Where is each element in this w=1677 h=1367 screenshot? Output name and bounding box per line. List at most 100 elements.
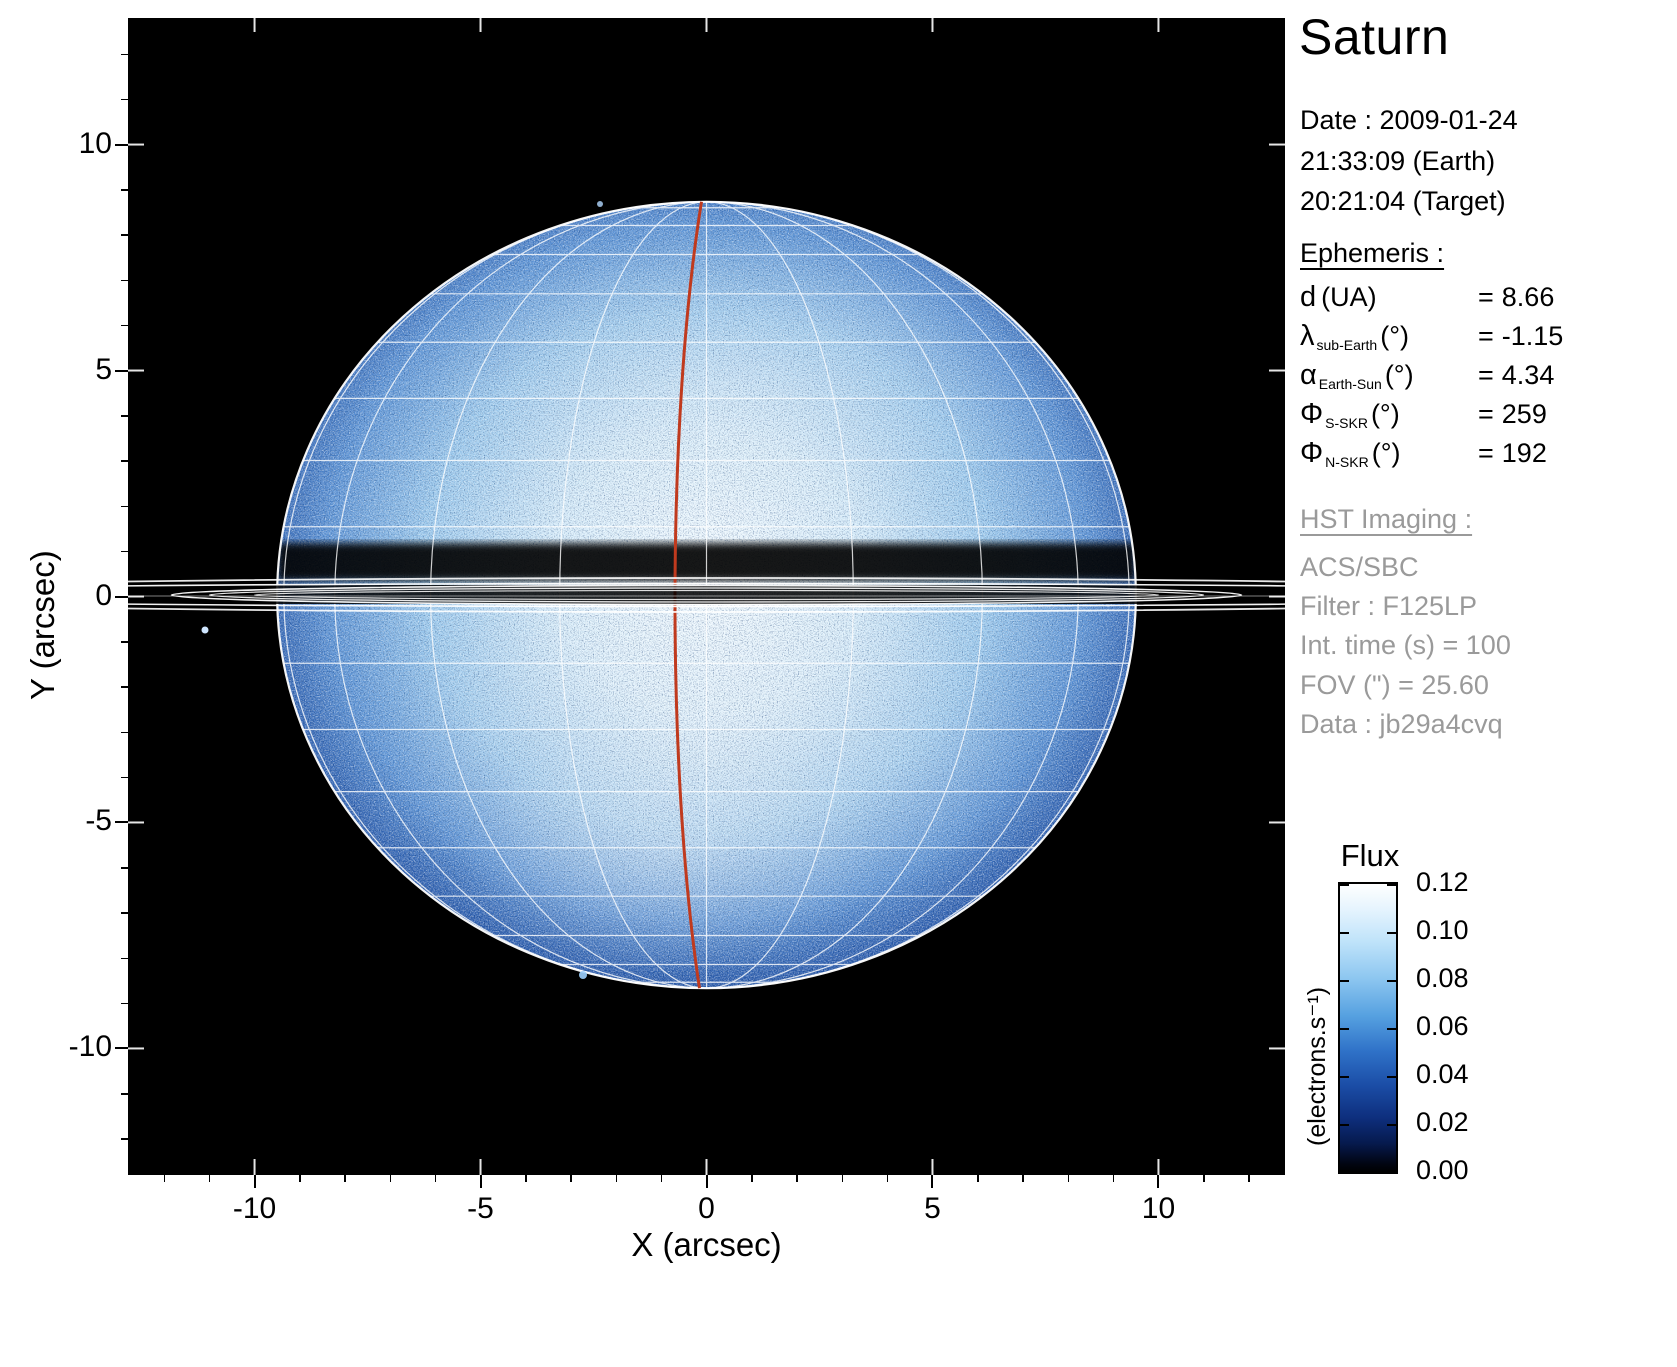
axis-tick-mark: [121, 1138, 128, 1140]
hst-line: Int. time (s) = 100: [1300, 630, 1511, 661]
x-tick-label: -5: [467, 1192, 494, 1225]
axis-tick-mark: [121, 324, 128, 327]
y-tick-label: -5: [85, 804, 112, 838]
colorbar-title: Flux: [1340, 838, 1400, 873]
axis-tick-mark: [121, 505, 128, 508]
symbol: Φ: [1300, 437, 1324, 469]
axis-tick-mark: [1203, 1175, 1205, 1182]
axis-tick-mark: [115, 369, 128, 372]
axis-tick-mark: [121, 279, 128, 282]
axis-tick-mark: [1157, 1175, 1160, 1188]
colorbar-tick-mark: [1340, 1028, 1349, 1030]
axis-tick-mark: [525, 1175, 527, 1182]
axis-tick-mark: [796, 1175, 798, 1182]
colorbar-tick-label: 0.00: [1416, 1155, 1469, 1185]
y-axis-label: Y (arcsec): [24, 550, 61, 700]
symbol: d: [1300, 281, 1317, 313]
axis-tick-mark: [570, 1175, 572, 1182]
colorbar-tick-mark: [1387, 932, 1396, 934]
x-tick-label: 5: [924, 1192, 941, 1225]
value: -1.15: [1501, 321, 1564, 351]
axis-tick-mark: [931, 1175, 934, 1188]
colorbar-tick-mark: [1340, 1076, 1349, 1078]
axis-tick-mark: [121, 415, 128, 417]
colorbar-tick-mark: [1340, 1170, 1349, 1172]
y-tick-label: 0: [95, 578, 112, 612]
axis-tick-mark: [121, 53, 128, 56]
axis-tick-mark: [163, 1175, 166, 1182]
value: 192: [1501, 438, 1547, 468]
axis-tick-mark: [253, 1175, 256, 1188]
axis-tick-mark: [299, 1175, 301, 1182]
axis-tick-mark: [121, 1093, 128, 1095]
ephemeris-row: Φ S-SKR (°) = 259: [1300, 398, 1563, 437]
axis-tick-mark: [115, 821, 128, 824]
x-tick-label: -10: [232, 1192, 277, 1225]
axis-tick-mark: [1248, 1175, 1250, 1182]
subscript: N-SKR: [1325, 454, 1369, 470]
symbol: λ: [1300, 320, 1315, 352]
axis-tick-mark: [389, 1175, 392, 1182]
value: 8.66: [1501, 282, 1555, 312]
axis-tick-mark: [208, 1175, 211, 1182]
axis-tick-mark: [479, 1175, 482, 1188]
colorbar-tick-label: 0.08: [1416, 963, 1469, 993]
colorbar-tick-mark: [1340, 884, 1349, 886]
hst-line: Filter : F125LP: [1300, 591, 1478, 622]
axis-tick-mark: [121, 1002, 128, 1005]
axis-tick-mark: [121, 460, 128, 462]
target-time-line: 20:21:04 (Target): [1300, 186, 1506, 216]
hst-line: FOV (") = 25.60: [1300, 669, 1489, 700]
earth-time-line: 21:33:09 (Earth): [1300, 145, 1496, 176]
y-tick-label: 5: [95, 352, 112, 386]
axis-tick-mark: [121, 912, 128, 914]
axis-tick-mark: [121, 867, 128, 869]
axis-tick-mark: [615, 1175, 618, 1182]
x-tick-label: 0: [698, 1192, 715, 1225]
subscript: S-SKR: [1325, 415, 1368, 431]
colorbar-tick-mark: [1340, 1124, 1349, 1126]
colorbar: [1338, 882, 1398, 1174]
hst-line: Data : jb29a4cvq: [1300, 708, 1503, 739]
axis-tick-mark: [660, 1175, 663, 1182]
ephemeris-row: λ sub-Earth (°) = -1.15: [1300, 320, 1563, 359]
unit: (°): [1380, 321, 1409, 351]
unit: (UA): [1321, 282, 1377, 312]
axis-tick-mark: [115, 143, 128, 146]
saturn-image: [128, 18, 1285, 1175]
ephemeris-heading: Ephemeris :: [1300, 238, 1445, 268]
subscript: Earth-Sun: [1318, 376, 1382, 392]
x-axis-label: X (arcsec): [631, 1226, 782, 1263]
equals: =: [1478, 399, 1494, 429]
ephemeris-row: d (UA) = 8.66: [1300, 281, 1563, 320]
equals: =: [1478, 321, 1494, 351]
value: 259: [1501, 399, 1547, 429]
axis-tick-mark: [705, 1175, 708, 1188]
axis-tick-mark: [121, 641, 128, 643]
axis-tick-mark: [115, 1047, 128, 1050]
axis-tick-mark: [121, 686, 128, 688]
ephemeris-row: Φ N-SKR (°) = 192: [1300, 437, 1563, 476]
colorbar-tick-label: 0.10: [1416, 915, 1469, 945]
colorbar-tick-mark: [1387, 1170, 1396, 1172]
axis-tick-mark: [121, 98, 128, 101]
date-line: Date : 2009-01-24: [1300, 105, 1518, 135]
colorbar-tick-mark: [1387, 1028, 1396, 1030]
axis-tick-mark: [1112, 1175, 1115, 1182]
axis-tick-mark: [115, 595, 128, 598]
hst-imaging-block: HST Imaging : ACS/SBC Filter : F125LP In…: [1300, 500, 1511, 744]
equals: =: [1478, 438, 1494, 468]
colorbar-tick-label: 0.02: [1416, 1107, 1469, 1137]
colorbar-tick-label: 0.12: [1416, 867, 1469, 897]
colorbar-tick-mark: [1340, 980, 1349, 982]
ephemeris-block: Ephemeris : d (UA) = 8.66 λ sub-Earth (°) =…: [1300, 238, 1563, 476]
y-tick-label: -10: [68, 1030, 112, 1064]
colorbar-tick-mark: [1340, 932, 1349, 934]
subscript: sub-Earth: [1316, 337, 1378, 353]
axis-tick-mark: [977, 1175, 979, 1182]
axis-tick-mark: [121, 957, 128, 960]
y-tick-label: 10: [78, 126, 112, 160]
x-tick-label: 10: [1141, 1192, 1176, 1225]
hst-line: ACS/SBC: [1300, 552, 1419, 583]
colorbar-unit: (electrons.s⁻¹): [1303, 986, 1331, 1146]
